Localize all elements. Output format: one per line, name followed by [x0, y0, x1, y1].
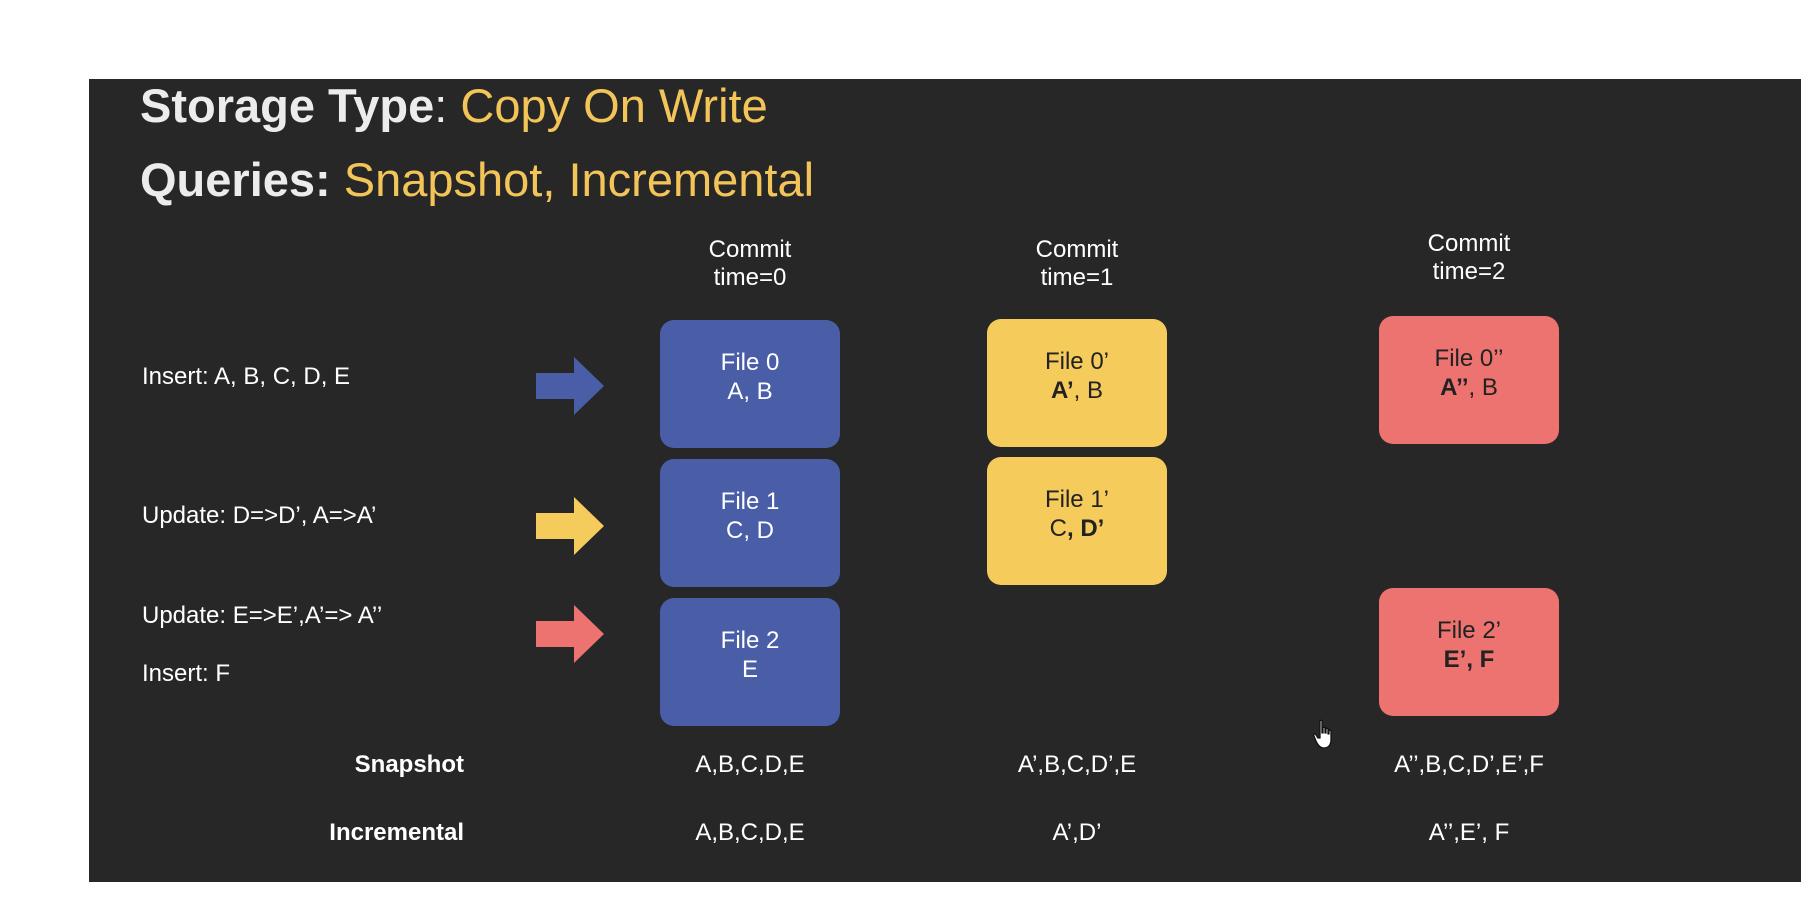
storage-type-value: Copy On Write: [460, 79, 768, 132]
unchanged-records: , B: [1073, 377, 1104, 404]
file-records: A’’, B: [1379, 373, 1559, 402]
commit-header-0: Commit time=0: [660, 236, 840, 292]
unchanged-records: C: [1049, 515, 1067, 542]
commit-header-line2: time=0: [713, 264, 787, 291]
updated-record: A’: [1050, 377, 1074, 404]
operation-insert-label: Insert: A, B, C, D, E: [142, 363, 351, 390]
updated-records: E’, F: [1443, 646, 1495, 673]
updated-record: , D’: [1067, 515, 1105, 542]
file-0-commit-1: File 0’ A’, B: [987, 319, 1167, 447]
file-name: File 0: [720, 349, 780, 376]
commit-header-line2: time=1: [1040, 264, 1114, 291]
file-name: File 1’: [1044, 486, 1110, 513]
queries-label: Queries:: [140, 153, 331, 206]
file-records: E: [741, 656, 758, 683]
operation-insert-f-label: Insert: F: [142, 660, 231, 687]
snapshot-commit-0: A,B,C,D,E: [695, 751, 805, 778]
commit-header-line1: Commit: [1427, 230, 1511, 257]
operation-update-1-label: Update: D=>D’, A=>A’: [142, 502, 377, 529]
slide: Storage Type: Copy On Write Queries: Sna…: [89, 79, 1801, 882]
operation-update-2-label: Update: E=>E’,A’=> A’’: [142, 602, 383, 629]
file-0-commit-0: File 0 A, B: [660, 320, 840, 448]
updated-record: A’’: [1440, 374, 1469, 401]
commit-header-line2: time=2: [1432, 258, 1506, 285]
commit-header-1: Commit time=1: [987, 236, 1167, 292]
file-name: File 2: [720, 627, 780, 654]
snapshot-commit-2: A’’,B,C,D’,E’,F: [1394, 751, 1544, 778]
incremental-commit-0: A,B,C,D,E: [695, 819, 805, 846]
file-records: A’, B: [987, 376, 1167, 405]
file-name: File 1: [720, 488, 780, 515]
file-records: C, D: [726, 517, 774, 544]
file-name: File 0’’: [1434, 345, 1504, 372]
incremental-commit-2: A’’,E’, F: [1428, 819, 1510, 846]
queries-title: Queries: Snapshot, Incremental: [140, 156, 814, 203]
commit-header-2: Commit time=2: [1379, 230, 1559, 286]
incremental-commit-1: A’,D’: [1052, 819, 1102, 846]
file-name: File 2’: [1436, 617, 1502, 644]
snapshot-commit-1: A’,B,C,D’,E: [1017, 751, 1137, 778]
file-records: C, D’: [987, 514, 1167, 543]
file-2-commit-2: File 2’ E’, F: [1379, 588, 1559, 716]
file-records: A, B: [727, 378, 773, 405]
file-name: File 0’: [1044, 348, 1110, 375]
file-2-commit-0: File 2 E: [660, 598, 840, 726]
file-0-commit-2: File 0’’ A’’, B: [1379, 316, 1559, 444]
queries-value: Snapshot, Incremental: [330, 153, 815, 206]
arrow-right-icon: [536, 357, 606, 415]
incremental-row-label: Incremental: [329, 819, 464, 846]
storage-type-separator: :: [434, 79, 461, 132]
commit-header-line1: Commit: [1035, 236, 1119, 263]
hand-cursor-icon: [1312, 719, 1340, 751]
file-1-commit-0: File 1 C, D: [660, 459, 840, 587]
commit-header-line1: Commit: [708, 236, 792, 263]
arrow-right-icon: [536, 497, 606, 555]
storage-type-label: Storage Type: [140, 79, 435, 132]
unchanged-records: , B: [1468, 374, 1498, 401]
snapshot-row-label: Snapshot: [354, 751, 464, 778]
file-1-commit-1: File 1’ C, D’: [987, 457, 1167, 585]
storage-type-title: Storage Type: Copy On Write: [140, 82, 768, 129]
arrow-right-icon: [536, 605, 606, 663]
